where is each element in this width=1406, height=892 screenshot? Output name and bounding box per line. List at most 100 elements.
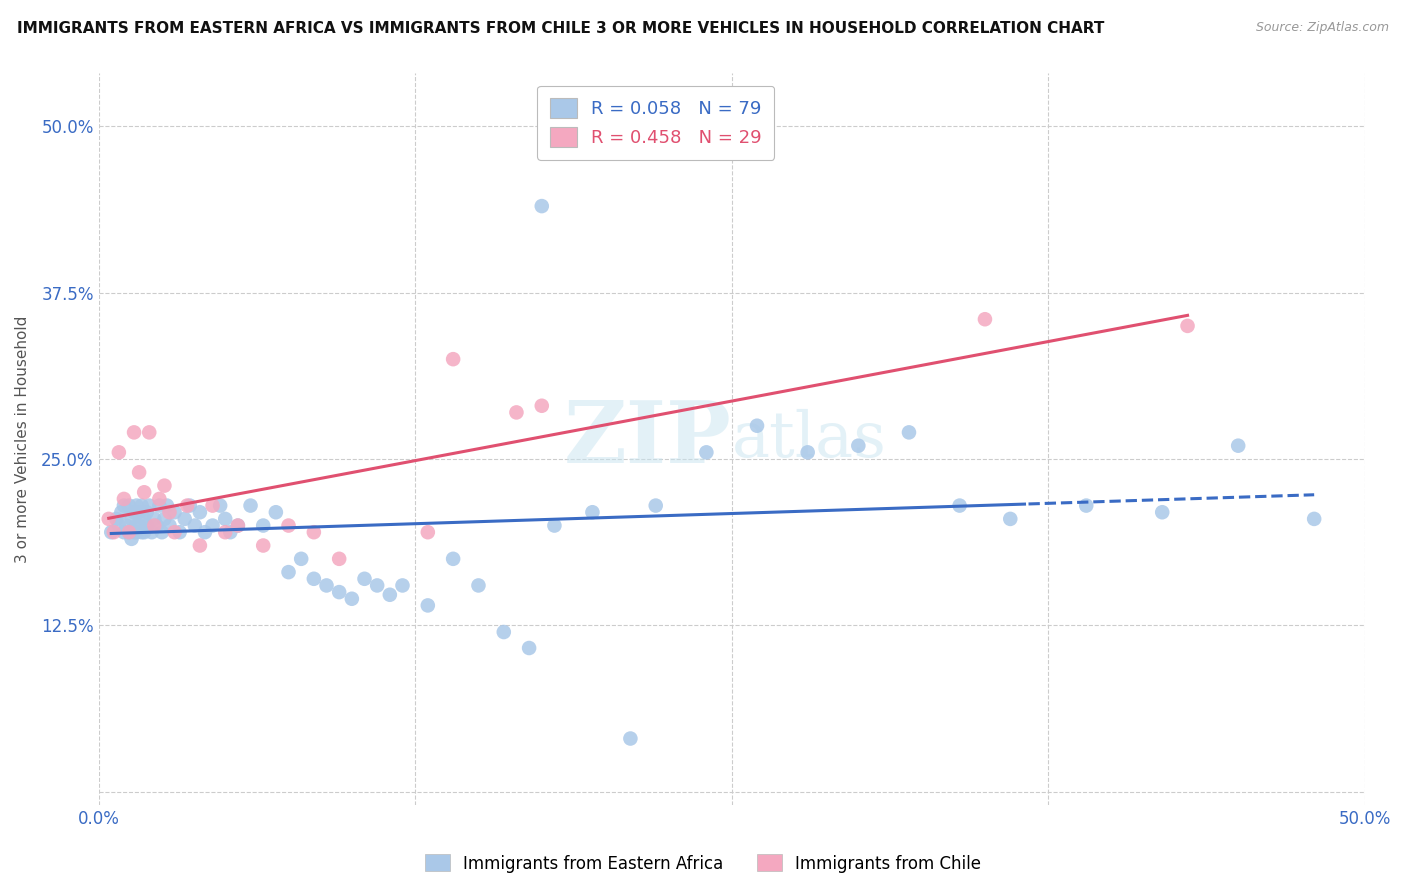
Point [134,525,156,540]
Point [153,512,176,526]
Point [328,551,350,566]
Point [146,518,169,533]
Point [153,478,176,492]
Point [219,525,242,540]
Point [110,505,132,519]
Point [118,525,141,540]
Y-axis label: 3 or more Vehicles in Household: 3 or more Vehicles in Household [15,316,30,563]
Point [239,499,262,513]
Point [517,640,540,655]
Point [214,512,236,526]
Point [122,505,145,519]
Point [134,485,156,500]
Point [138,499,160,513]
Point [328,585,350,599]
Legend: R = 0.058   N = 79, R = 0.458   N = 29: R = 0.058 N = 79, R = 0.458 N = 29 [537,86,775,160]
Point [108,445,131,459]
Point [143,512,166,526]
Point [226,518,249,533]
Text: ZIP: ZIP [564,397,731,481]
Point [112,499,135,513]
Point [340,591,363,606]
Point [173,512,195,526]
Point [209,499,232,513]
Point [315,578,337,592]
Point [150,525,173,540]
Point [644,499,666,513]
Point [105,512,128,526]
Point [159,505,181,519]
Point [134,512,156,526]
Point [112,525,135,540]
Point [277,518,299,533]
Point [214,525,236,540]
Point [112,491,135,506]
Text: atlas: atlas [731,409,887,469]
Point [264,505,287,519]
Point [252,539,274,553]
Point [201,499,224,513]
Point [467,578,489,592]
Point [543,518,565,533]
Point [131,525,153,540]
Point [1227,439,1250,453]
Point [1152,505,1174,519]
Point [974,312,997,326]
Point [1076,499,1098,513]
Point [97,512,120,526]
Point [530,199,553,213]
Point [135,505,157,519]
Point [194,525,217,540]
Point [290,551,312,566]
Point [176,499,198,513]
Point [125,499,148,513]
Point [366,578,388,592]
Point [125,525,148,540]
Point [169,525,191,540]
Point [745,418,768,433]
Point [378,588,401,602]
Point [581,505,603,519]
Point [226,518,249,533]
Point [619,731,641,746]
Point [138,425,160,440]
Point [252,518,274,533]
Point [277,565,299,579]
Point [128,465,150,479]
Point [121,512,143,526]
Point [125,518,148,533]
Point [391,578,413,592]
Point [897,425,920,440]
Point [128,518,150,533]
Point [201,518,224,533]
Point [163,505,186,519]
Point [156,499,179,513]
Point [846,439,869,453]
Point [122,425,145,440]
Point [108,518,131,533]
Point [121,532,143,546]
Point [163,525,186,540]
Point [148,499,170,513]
Point [148,491,170,506]
Point [530,399,553,413]
Point [159,518,181,533]
Point [1303,512,1326,526]
Point [141,525,163,540]
Point [492,625,515,640]
Point [695,445,717,459]
Point [184,518,207,533]
Point [100,525,122,540]
Point [122,525,145,540]
Point [115,518,138,533]
Point [302,572,325,586]
Text: Source: ZipAtlas.com: Source: ZipAtlas.com [1256,21,1389,34]
Point [796,445,818,459]
Point [131,499,153,513]
Text: IMMIGRANTS FROM EASTERN AFRICA VS IMMIGRANTS FROM CHILE 3 OR MORE VEHICLES IN HO: IMMIGRANTS FROM EASTERN AFRICA VS IMMIGR… [17,21,1104,36]
Point [1177,318,1199,333]
Legend: Immigrants from Eastern Africa, Immigrants from Chile: Immigrants from Eastern Africa, Immigran… [418,847,988,880]
Point [416,525,439,540]
Point [1000,512,1022,526]
Point [188,505,211,519]
